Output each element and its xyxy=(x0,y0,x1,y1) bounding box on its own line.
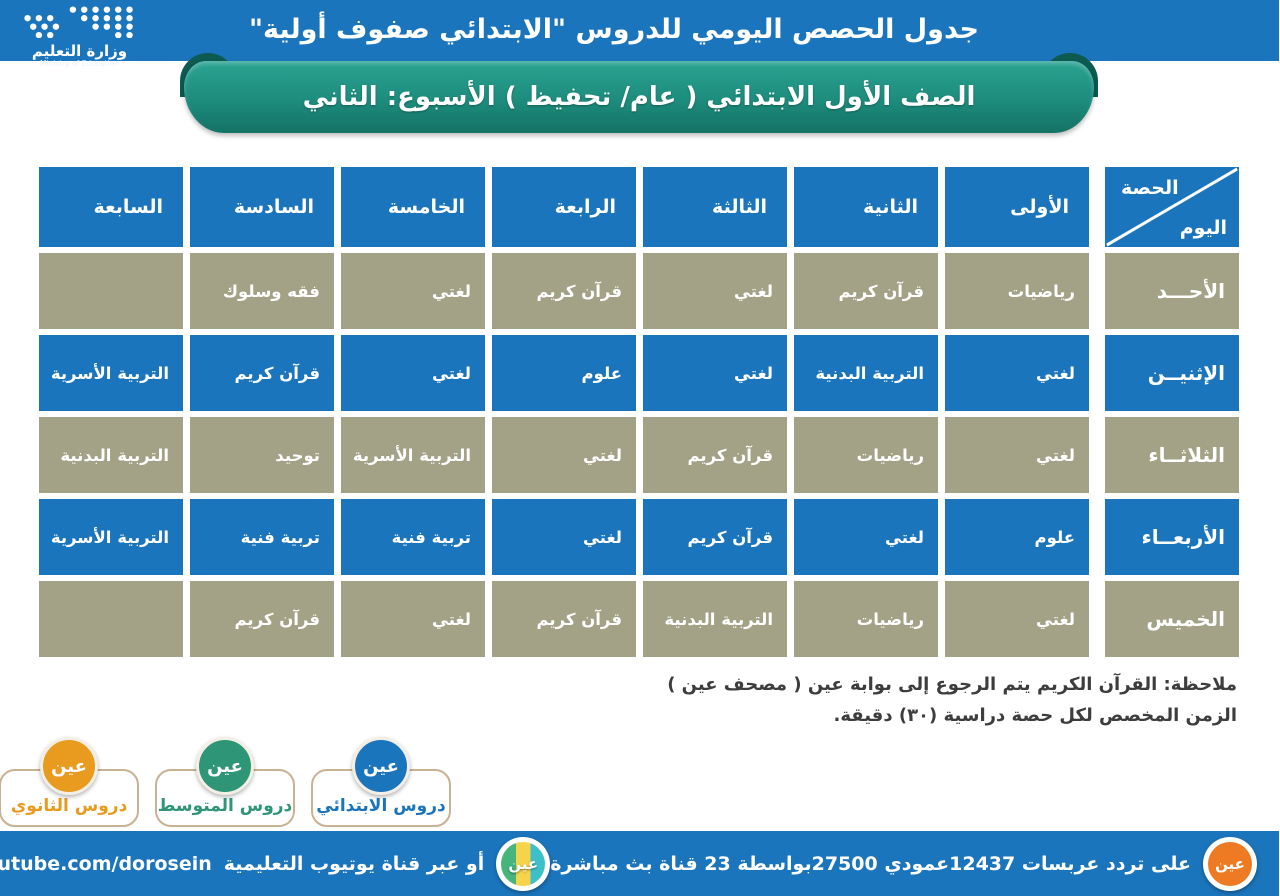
notes-block: ملاحظة: القرآن الكريم يتم الرجوع إلى بوا… xyxy=(0,669,1238,731)
subject-cell: قرآن كريم xyxy=(191,335,335,412)
subject-cell: فقه وسلوك xyxy=(191,253,335,330)
subject-cell: لغتي xyxy=(644,253,788,330)
subject-cell: لغتي xyxy=(946,417,1090,494)
corner-label-day: اليوم xyxy=(1180,217,1228,240)
badge-secondary-lessons[interactable]: عين دروس الثانوي xyxy=(0,737,140,831)
ministry-logo: وزارة التعليم Ministry of Education xyxy=(18,4,143,69)
schedule-table: الحصة اليوم الأولى الثانية الثالثة الراب… xyxy=(40,167,1240,658)
subject-cell: توحيد xyxy=(191,417,335,494)
subject-cell: رياضيات xyxy=(795,417,939,494)
footer-bar: عين على تردد عربسات 12437عمودي 27500بواس… xyxy=(0,831,1280,896)
subject-cell: رياضيات xyxy=(946,253,1090,330)
subject-cell: رياضيات xyxy=(795,581,939,658)
corner-label-period: الحصة xyxy=(1122,177,1180,200)
subject-cell: لغتي xyxy=(342,253,486,330)
subject-cell: قرآن كريم xyxy=(493,581,637,658)
subject-cell: التربية البدنية xyxy=(795,335,939,412)
day-cell-wednesday: الأربعــاء xyxy=(1106,499,1240,576)
subject-cell: لغتي xyxy=(644,335,788,412)
ribbon-body: الصف الأول الابتدائي ( عام/ تحفيظ ) الأس… xyxy=(185,60,1095,133)
period-header-cell: الثانية xyxy=(795,167,939,248)
youtube-channel-label: أو عبر قناة يوتيوب التعليمية xyxy=(224,852,486,875)
subject-cell: لغتي xyxy=(342,581,486,658)
day-cell-sunday: الأحـــد xyxy=(1106,253,1240,330)
grade-ribbon: الصف الأول الابتدائي ( عام/ تحفيظ ) الأس… xyxy=(181,52,1099,133)
subject-cell: لغتي xyxy=(946,581,1090,658)
period-header-cell: الأولى xyxy=(946,167,1090,248)
period-header-cell: الثالثة xyxy=(644,167,788,248)
subject-cell: لغتي xyxy=(946,335,1090,412)
subject-cell: لغتي xyxy=(493,499,637,576)
subject-cell: قرآن كريم xyxy=(191,581,335,658)
ministry-name-arabic: وزارة التعليم xyxy=(32,42,129,60)
day-cell-tuesday: الثلاثــاء xyxy=(1106,417,1240,494)
subject-cell: لغتي xyxy=(795,499,939,576)
subject-cell: تربية فنية xyxy=(191,499,335,576)
period-header-cell: الخامسة xyxy=(342,167,486,248)
subject-cell: لغتي xyxy=(342,335,486,412)
satellite-info: عين على تردد عربسات 12437عمودي 27500بواس… xyxy=(551,836,1258,891)
subject-cell: التربية الأسرية xyxy=(342,417,486,494)
badge-elementary-lessons[interactable]: عين دروس الابتدائي xyxy=(312,737,452,831)
subject-cell: قرآن كريم xyxy=(644,417,788,494)
note-line-1: ملاحظة: القرآن الكريم يتم الرجوع إلى بوا… xyxy=(668,674,1238,696)
ein-level-badges: عين دروس الابتدائي عين دروس المتوسط عين … xyxy=(0,737,522,831)
period-header-cell: الرابعة xyxy=(493,167,637,248)
ministry-dots-icon xyxy=(25,6,134,39)
subject-cell: التربية الأسرية xyxy=(40,499,184,576)
ministry-name-english: Ministry of Education xyxy=(40,59,121,68)
subject-cell: التربية البدنية xyxy=(40,417,184,494)
grade-week-label: الصف الأول الابتدائي ( عام/ تحفيظ ) الأس… xyxy=(303,81,977,112)
subject-cell: قرآن كريم xyxy=(493,253,637,330)
ein-logo-icon: عين xyxy=(41,737,99,796)
subject-cell: التربية الأسرية xyxy=(40,335,184,412)
youtube-link[interactable]: http://youtube.com/dorosein xyxy=(0,852,213,875)
subject-cell: تربية فنية xyxy=(342,499,486,576)
youtube-info: عين أو عبر قناة يوتيوب التعليمية http://… xyxy=(0,836,552,891)
subject-cell: علوم xyxy=(493,335,637,412)
subject-cell: علوم xyxy=(946,499,1090,576)
note-line-2: الزمن المخصص لكل حصة دراسية (٣٠) دقيقة. xyxy=(834,705,1238,727)
badge-label: دروس المتوسط xyxy=(156,769,296,828)
ein-logo-icon: عين xyxy=(353,737,411,796)
day-cell-thursday: الخميس xyxy=(1106,581,1240,658)
subject-cell: التربية البدنية xyxy=(644,581,788,658)
top-header-bar: جدول الحصص اليومي للدروس "الابتدائي صفوف… xyxy=(0,0,1280,68)
subject-cell: قرآن كريم xyxy=(795,253,939,330)
subject-cell: قرآن كريم xyxy=(644,499,788,576)
diagonal-divider xyxy=(1107,167,1239,247)
subject-cell xyxy=(40,253,184,330)
day-cell-monday: الإثنيــن xyxy=(1106,335,1240,412)
badge-middle-lessons[interactable]: عين دروس المتوسط xyxy=(156,737,296,831)
ein-logo-icon: عين xyxy=(197,737,255,796)
ein-orange-icon: عين xyxy=(1204,836,1258,891)
period-header-cell: السابعة xyxy=(40,167,184,248)
period-header-cell: السادسة xyxy=(191,167,335,248)
subject-cell: لغتي xyxy=(493,417,637,494)
ein-stripes-icon: عين xyxy=(497,836,552,891)
corner-header-cell: الحصة اليوم xyxy=(1106,167,1240,248)
page-title: جدول الحصص اليومي للدروس "الابتدائي صفوف… xyxy=(249,14,980,45)
satellite-frequency-text: على تردد عربسات 12437عمودي 27500بواسطة 2… xyxy=(551,852,1192,875)
subject-cell xyxy=(40,581,184,658)
